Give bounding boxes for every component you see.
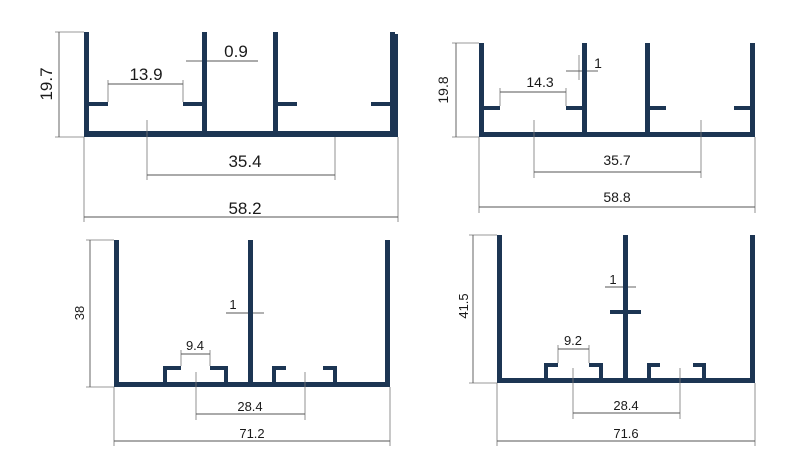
profile-2-shape [479,43,755,137]
profile-2-gap-label: 14.3 [526,74,553,90]
profile-1-wall-label: 0.9 [224,42,248,61]
profile-1-gap-label: 13.9 [129,65,162,84]
profile-3-overall-width-label: 71.2 [239,426,264,441]
profile-3-slot-label: 9.4 [186,338,204,353]
profile-4-wall-label: 1 [609,272,616,287]
profile-3-height-label: 38 [72,306,87,320]
profile-3: 38 9.4 1 28.4 71.2 [72,239,391,446]
profile-3-wall-label: 1 [229,297,236,312]
profile-1-height-label: 19.7 [37,67,56,100]
profile-4-slot-label: 9.2 [564,333,582,348]
profile-3-center-span-label: 28.4 [237,399,262,414]
profile-2-height-label: 19.8 [435,76,451,103]
profile-2: 19.8 14.3 1 35.7 58.8 [435,42,756,213]
profile-4-shape [497,235,755,383]
profile-1-shape [84,32,398,137]
profile-3-shape [114,240,390,387]
profile-2-overall-width-label: 58.8 [603,189,630,205]
profile-2-center-span-label: 35.7 [603,152,630,168]
profile-4-overall-width-label: 71.6 [613,426,638,441]
profile-4-height-label: 41.5 [456,293,471,318]
profile-4-dimensions [469,234,756,446]
profile-1-dimensions [55,31,399,222]
profile-4: 41.5 9.2 1 28.4 71.6 [456,234,756,446]
profile-1: 19.7 13.9 0.9 35.4 58.2 [37,31,399,222]
profile-3-dimensions [86,239,391,446]
profile-4-center-span-label: 28.4 [613,398,638,413]
profile-2-wall-label: 1 [594,55,602,71]
profile-1-overall-width-label: 58.2 [228,199,261,218]
profile-2-dimensions [452,42,756,213]
profile-1-center-span-label: 35.4 [228,152,261,171]
